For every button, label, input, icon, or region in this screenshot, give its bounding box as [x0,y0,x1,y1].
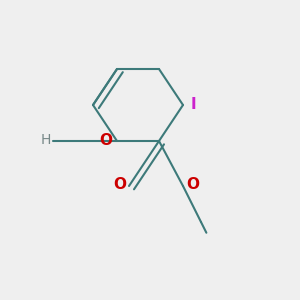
Text: O: O [100,133,112,148]
Text: I: I [190,97,196,112]
Text: H: H [40,134,51,147]
Text: O: O [113,177,126,192]
Text: O: O [186,177,199,192]
